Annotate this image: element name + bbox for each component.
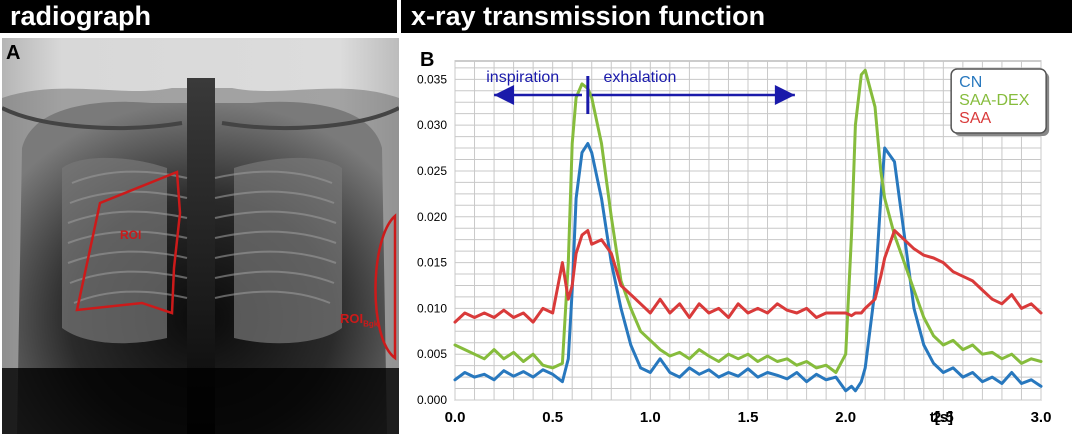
left-lung bbox=[62, 157, 167, 344]
y-tick-label: 0.000 bbox=[417, 393, 447, 407]
radiograph-image: ROI ROIBgk A bbox=[1, 38, 400, 434]
y-tick-label: 0.025 bbox=[417, 164, 447, 178]
legend-entry-saa: SAA bbox=[959, 110, 991, 127]
y-tick-label: 0.015 bbox=[417, 256, 447, 270]
series-line-saa bbox=[453, 229, 1043, 324]
chart-series bbox=[453, 68, 1043, 393]
series-line-cn bbox=[453, 142, 1043, 393]
legend-box bbox=[950, 68, 1047, 134]
chart-annotations: inspiration exhalation bbox=[486, 69, 795, 114]
roi-outline bbox=[75, 170, 182, 315]
x-tick-label: 2.0 bbox=[835, 409, 856, 426]
y-tick-label: 0.010 bbox=[417, 301, 447, 315]
ribs bbox=[67, 170, 337, 304]
x-tick-label: 0.0 bbox=[445, 409, 466, 426]
x-tick-label: 1.0 bbox=[640, 409, 661, 426]
y-tick-label: 0.020 bbox=[417, 210, 447, 224]
panel-b-letter: B bbox=[420, 49, 434, 71]
panel-a-letter: A bbox=[6, 42, 21, 64]
y-tick-label: 0.030 bbox=[417, 118, 447, 132]
legend-entry-saa-dex: SAA-DEX bbox=[959, 92, 1030, 109]
x-axis-label: t[s] bbox=[930, 409, 953, 426]
transmission-chart: 0.0 0.5 1.0 1.5 2.0 2.5 3.0 0.000 0.005 0.010 0.01… bbox=[417, 49, 1051, 426]
x-tick-label: 3.0 bbox=[1031, 409, 1052, 426]
roi-bgk-label-sub: Bgk bbox=[363, 319, 379, 329]
roi-bgk-label: ROIBgk bbox=[340, 311, 378, 329]
x-tick-label: 2.5 bbox=[933, 409, 954, 426]
chart-axes: 0.0 0.5 1.0 1.5 2.0 2.5 3.0 0.000 0.005 0.010 0.01… bbox=[417, 72, 1051, 426]
exhalation-label: exhalation bbox=[603, 69, 676, 86]
roi-bgk-outline bbox=[374, 213, 397, 361]
legend-entry-cn: CN bbox=[959, 74, 982, 91]
abdomen-shadow bbox=[2, 368, 399, 434]
x-tick-label: 0.5 bbox=[542, 409, 563, 426]
roi-label: ROI bbox=[120, 228, 142, 242]
series-line-saa-dex bbox=[453, 68, 1043, 374]
inspiration-label: inspiration bbox=[486, 69, 559, 86]
y-tick-label: 0.005 bbox=[417, 347, 447, 361]
panel-a-title: radiograph bbox=[0, 0, 397, 33]
clavicles bbox=[1, 106, 400, 130]
x-tick-label: 1.5 bbox=[738, 409, 759, 426]
panel-b-title: x-ray transmission function bbox=[401, 0, 1072, 33]
y-tick-label: 0.035 bbox=[417, 72, 447, 86]
radiograph-drawing bbox=[1, 38, 400, 434]
right-lung bbox=[234, 157, 342, 344]
roi-bgk-label-main: ROI bbox=[340, 311, 364, 326]
